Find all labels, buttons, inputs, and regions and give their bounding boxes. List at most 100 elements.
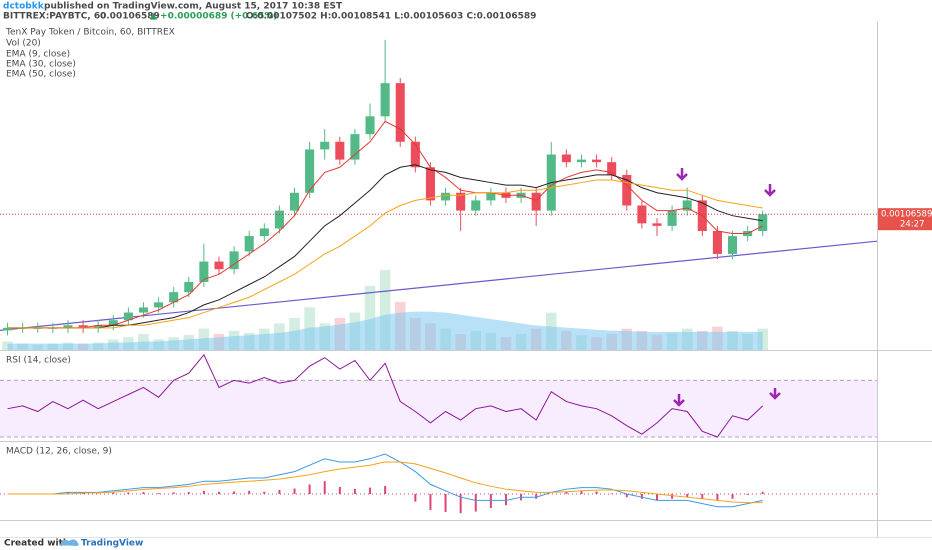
macd-histogram-bar [610,493,613,494]
candle-body [184,281,194,293]
candle-body [607,162,617,175]
candle-body [93,325,103,328]
macd-histogram-bar [293,488,296,494]
footer-logo [60,539,79,546]
marks-layer [0,39,878,514]
candle-body [289,192,300,211]
macd-histogram-bar [263,491,266,494]
candle-body [244,236,254,252]
candle-body [622,174,632,206]
candle-body [410,141,420,168]
footer-created: Created with [4,539,69,549]
macd-histogram-bar [369,487,372,494]
macd-histogram-bar [580,490,583,494]
macd-histogram-bar [323,481,326,494]
main-legend-title: TenX Pay Token / Bitcoin, 60, BITTREX [5,28,175,38]
macd-histogram-bar [157,493,160,494]
candle-body [652,223,662,226]
candle-body [305,149,315,193]
macd-histogram-bar [746,493,749,495]
macd-histogram-bar [444,493,447,512]
macd-histogram-bar [459,493,462,514]
macd-histogram-bar [202,490,205,494]
macd-histogram-bar [66,492,69,494]
macd-histogram-bar [640,493,643,499]
candle-body [712,230,722,254]
legend-volume: Vol (20) [6,39,41,49]
legend-ema: EMA (50, close) [6,70,76,80]
volume-bar [364,286,376,350]
arrow [673,394,685,407]
macd-histogram-bar [338,486,341,494]
candle-body [335,141,345,160]
macd-histogram-bar [565,491,568,494]
macd-histogram-bar [535,493,538,499]
candle-body [486,192,496,201]
annotation-arrows [673,168,781,407]
ema-line [7,179,763,329]
macd-histogram-bar [671,493,674,499]
rsi-line [7,353,764,438]
rsi-legend: RSI (14, close) [6,356,71,366]
candle-body [78,325,88,328]
rsi-band [0,380,877,438]
macd-histogram-bar [172,492,175,494]
author[interactable]: dctobkk [3,2,45,12]
legend-ema: EMA (9, close) [6,50,70,60]
candle-body [395,83,405,142]
macd-histogram-bar [384,485,387,494]
macd-histogram-bar [429,493,432,510]
candle-body [350,134,360,160]
legend-ema: EMA (30, close) [6,60,76,70]
candle-body [3,327,13,331]
candle-body [154,302,164,308]
candle-body [365,116,375,135]
volume-ma-area [7,311,763,350]
candle-body [199,261,209,282]
macd-histogram-bar [233,491,236,494]
macd-histogram-bar [731,493,734,499]
macd-legend: MACD (12, 26, close, 9) [6,447,112,457]
candle-body [320,141,330,150]
grid-layer [0,379,877,495]
macd-histogram-bar [353,488,356,494]
candle-body [169,292,179,303]
macd-histogram-bar [504,493,507,506]
macd-histogram-bar [308,484,311,494]
arrow [676,168,688,181]
macd-histogram-bar [716,493,719,501]
price-tag [878,208,932,231]
macd-histogram-bar [217,491,220,494]
arrow [764,184,776,197]
candle-body [561,154,571,163]
candle-body [456,192,466,211]
candle-body [441,192,451,201]
macd-histogram-bar [701,493,704,499]
macd-line [7,461,763,504]
macd-histogram-bar [489,493,492,509]
macd-histogram-bar [655,493,658,501]
macd-histogram-bar [625,493,628,498]
price-change: ▲ +0.00000689 (+0.65%) [150,12,278,22]
candle-body [758,214,768,231]
macd-histogram-bar [142,492,145,494]
macd-histogram-bar [595,491,598,494]
countdown: 24:27 [900,220,925,230]
candle-body [259,228,269,237]
footer-brand[interactable]: TradingView [81,539,143,549]
macd-histogram-bar [187,492,190,494]
macd-histogram-bar [82,493,85,494]
candle-body [576,159,587,163]
candle-body [425,167,435,201]
macd-histogram-bar [414,493,417,502]
candle-body [229,251,239,270]
ema-line [7,164,763,329]
candle-body [682,200,692,211]
macd-histogram-bar [112,492,115,494]
candle-body [380,83,390,117]
candle-body [63,325,73,328]
arrow [769,388,781,400]
macd-histogram-bar [761,491,764,494]
symbol: BITTREX:PAYBTC, 60 [3,12,106,22]
